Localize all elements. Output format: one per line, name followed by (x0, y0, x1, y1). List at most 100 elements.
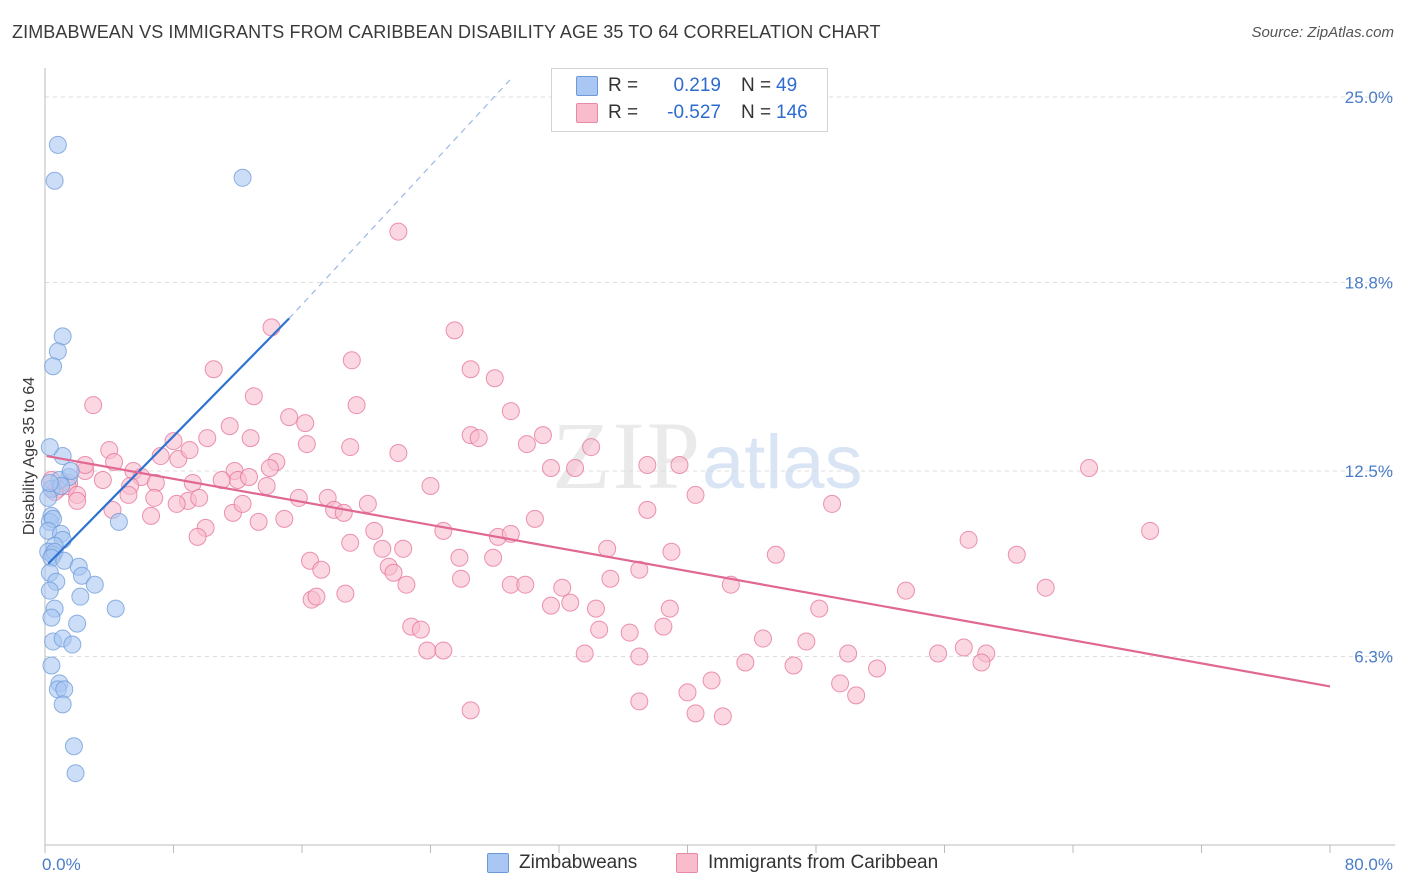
caribbean-point (418, 641, 437, 660)
bottom-legend: Zimbabweans Immigrants from Caribbean (0, 852, 1406, 878)
y-tick-label: 6.3% (1354, 648, 1393, 667)
x-tick-label: 0.0% (42, 855, 81, 874)
legend-n-label: N = (741, 75, 772, 96)
trend-lines (46, 78, 1331, 688)
caribbean-point (334, 503, 353, 522)
caribbean-point (823, 494, 842, 513)
caribbean-point (620, 623, 639, 642)
caribbean-point (204, 360, 223, 379)
caribbean-point (660, 599, 679, 618)
caribbean-point (373, 539, 392, 558)
caribbean-point (1080, 459, 1099, 478)
caribbean-point (280, 408, 299, 427)
zimbabwean-point (68, 614, 87, 633)
y-axis-label: Disability Age 35 to 64 (21, 377, 38, 535)
caribbean-point (421, 476, 440, 495)
bottom-legend-label: Zimbabweans (519, 852, 638, 873)
legend-r-value: 0.219 (673, 75, 721, 96)
caribbean-point (485, 369, 504, 388)
caribbean-point (713, 707, 732, 726)
zimbabweans-trend-line (47, 317, 290, 565)
caribbean-point (766, 545, 785, 564)
caribbean-point (389, 444, 408, 463)
caribbean-point (839, 644, 858, 663)
legend-n-value: 49 (776, 75, 798, 96)
caribbean-point (896, 581, 915, 600)
caribbean-point (810, 599, 829, 618)
caribbean-point (397, 575, 416, 594)
caribbean-point (84, 396, 103, 415)
zimbabwean-point (72, 566, 91, 585)
zimbabwean-point (44, 357, 63, 376)
caribbean-point (847, 686, 866, 705)
zimbabwean-point (64, 737, 83, 756)
zimbabwean-point (48, 135, 67, 154)
watermark: ZIPatlas (552, 400, 863, 511)
caribbean-point (307, 587, 326, 606)
caribbean-point (686, 485, 705, 504)
caribbean-point (233, 494, 252, 513)
axes (44, 68, 1395, 846)
caribbean-point (297, 435, 316, 454)
caribbean-point (188, 527, 207, 546)
zimbabwean-point (63, 635, 82, 654)
caribbean-point (190, 488, 209, 507)
caribbean-point (686, 704, 705, 723)
caribbean-point (586, 599, 605, 618)
caribbean-point (670, 456, 689, 475)
caribbean-point (702, 671, 721, 690)
zimbabwean-point (53, 327, 72, 346)
caribbean-point (461, 360, 480, 379)
zimbabwean-point (45, 171, 64, 190)
caribbean-trend-line (46, 454, 1331, 688)
caribbean-point (582, 438, 601, 457)
caribbean-point (797, 632, 816, 651)
caribbean-point (68, 491, 87, 510)
series-immigrants-from-caribbean (42, 222, 1160, 726)
legend-swatch-caribbean (576, 103, 598, 123)
caribbean-point (954, 638, 973, 657)
caribbean-point (525, 509, 544, 528)
y-tick-label: 25.0% (1345, 88, 1393, 107)
zimbabwean-point (66, 764, 85, 783)
caribbean-point (220, 417, 239, 436)
caribbean-point (198, 429, 217, 448)
caribbean-point (358, 494, 377, 513)
caribbean-point (959, 530, 978, 549)
source-label: Source: ZipAtlas.com (1251, 24, 1394, 41)
legend-r-value: -0.527 (667, 102, 721, 123)
caribbean-point (638, 500, 657, 519)
caribbean-point (151, 447, 170, 466)
caribbean-point (434, 641, 453, 660)
caribbean-point (630, 692, 649, 711)
caribbean-point (541, 596, 560, 615)
caribbean-point (662, 542, 681, 561)
watermark-atlas: atlas (702, 420, 863, 505)
bottom-legend-swatch-caribbean (676, 853, 698, 873)
caribbean-point (831, 674, 850, 693)
legend-r-label: R = (608, 75, 639, 96)
caribbean-point (972, 653, 991, 672)
caribbean-point (929, 644, 948, 663)
caribbean-point (501, 402, 520, 421)
bottom-legend-zimbabweans: Zimbabweans (487, 852, 637, 874)
caribbean-point (1007, 545, 1026, 564)
caribbean-point (142, 506, 161, 525)
caribbean-point (262, 318, 281, 337)
caribbean-point (484, 548, 503, 567)
caribbean-point (342, 351, 361, 370)
caribbean-point (1141, 521, 1160, 540)
legend-swatch-zimbabweans (576, 76, 598, 96)
legend-n-label: N = (741, 102, 772, 123)
caribbean-point (517, 435, 536, 454)
bottom-legend-label: Immigrants from Caribbean (708, 852, 939, 873)
y-tick-label: 12.5% (1345, 462, 1393, 481)
caribbean-point (533, 426, 552, 445)
caribbean-point (384, 563, 403, 582)
caribbean-point (445, 321, 464, 340)
caribbean-point (630, 560, 649, 579)
caribbean-point (296, 414, 315, 433)
x-tick-label: 80.0% (1345, 855, 1393, 874)
caribbean-point (1036, 578, 1055, 597)
legend-r-label: R = (608, 102, 639, 123)
